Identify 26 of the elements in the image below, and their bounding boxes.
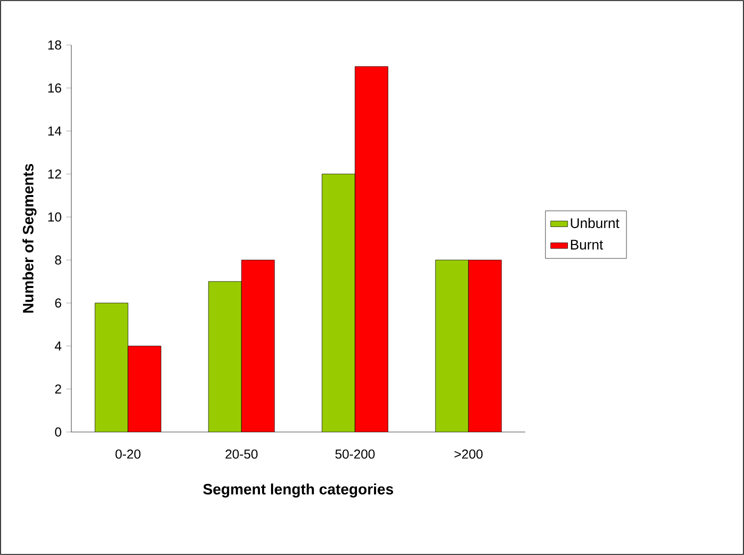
x-tick-label: 0-20 bbox=[116, 450, 140, 459]
y-tick-label: 18 bbox=[48, 40, 62, 50]
y-tick-label: 10 bbox=[48, 212, 62, 222]
bar bbox=[468, 260, 502, 432]
bar bbox=[242, 260, 274, 432]
y-tick-label: 6 bbox=[55, 298, 62, 308]
bar bbox=[322, 174, 356, 432]
bar bbox=[435, 260, 469, 432]
bar bbox=[208, 282, 242, 432]
y-tick-label: 4 bbox=[54, 342, 62, 350]
y-tick-label: 12 bbox=[48, 169, 62, 179]
y-axis-title: Number of Segments bbox=[22, 164, 36, 313]
y-tick-label: 2 bbox=[55, 384, 62, 394]
x-axis-title: Segment length categories bbox=[203, 484, 394, 498]
legend-label: Unburnt bbox=[570, 218, 620, 228]
bar bbox=[355, 66, 388, 432]
x-tick-label: >200 bbox=[454, 450, 483, 459]
y-tick-label: 14 bbox=[48, 126, 62, 136]
bar bbox=[128, 346, 161, 432]
y-tick-label: 8 bbox=[55, 255, 62, 265]
y-tick-label: 0 bbox=[55, 427, 62, 437]
y-tick-label: 16 bbox=[48, 83, 62, 93]
x-tick-label: 20-50 bbox=[226, 450, 258, 459]
x-tick-label: 50-200 bbox=[335, 450, 375, 459]
legend-label: Burnt bbox=[570, 240, 604, 250]
bar bbox=[95, 303, 128, 432]
